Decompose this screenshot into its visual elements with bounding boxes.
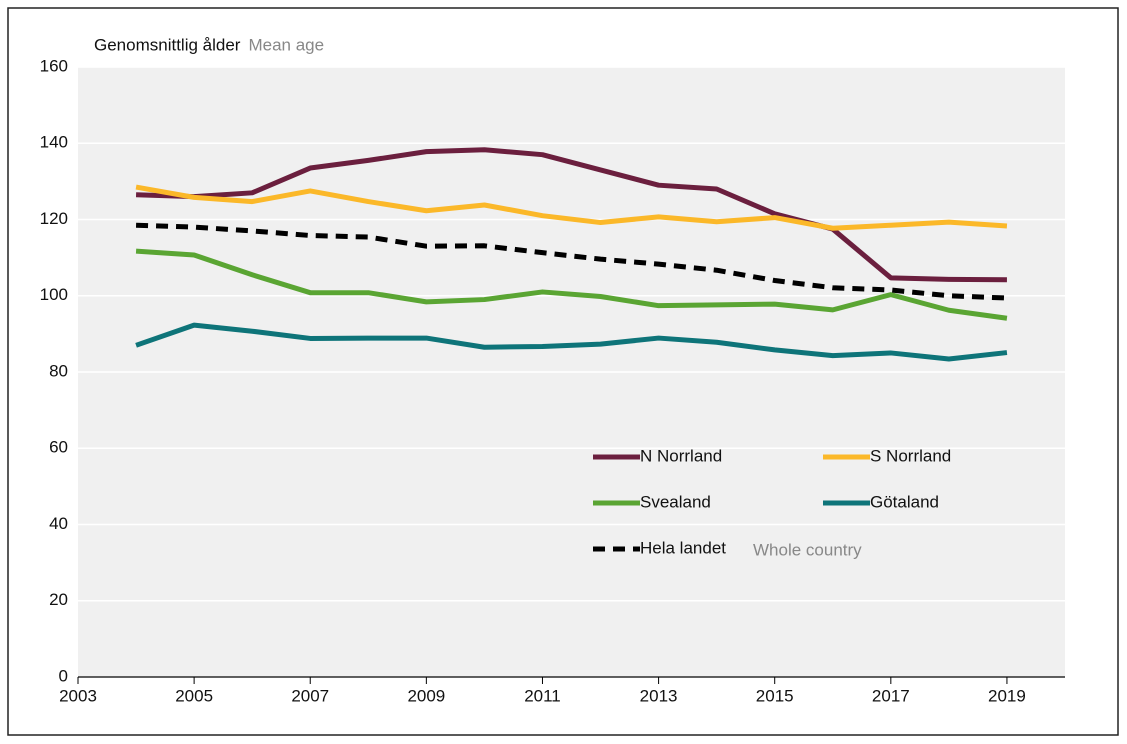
x-tick-label: 2003 — [59, 686, 97, 705]
y-axis-label-secondary: Mean age — [248, 35, 324, 54]
legend-label: N Norrland — [640, 446, 722, 465]
y-tick-label: 0 — [59, 666, 68, 685]
series-line — [135, 184, 1008, 231]
y-tick-label: 140 — [40, 133, 68, 152]
series-line — [135, 147, 1007, 283]
series-line — [135, 322, 1008, 362]
y-tick-label: 20 — [49, 590, 68, 609]
x-tick-label: 2009 — [407, 686, 445, 705]
legend-annotation: Whole country — [753, 540, 862, 559]
x-tick-label: 2015 — [756, 686, 794, 705]
y-tick-label: 100 — [40, 285, 68, 304]
y-tick-label: 60 — [49, 438, 68, 457]
x-tick-label: 2013 — [640, 686, 678, 705]
x-tick-label: 2007 — [291, 686, 329, 705]
x-tick-label: 2005 — [175, 686, 213, 705]
x-tick-label: 2019 — [988, 686, 1026, 705]
legend-label: Svealand — [640, 492, 711, 511]
y-tick-label: 40 — [49, 514, 68, 533]
legend-label: Götaland — [870, 492, 939, 511]
x-tick-label: 2011 — [524, 686, 561, 705]
x-tick-label: 2017 — [872, 686, 910, 705]
legend-label: S Norrland — [870, 446, 951, 465]
y-tick-label: 80 — [49, 361, 68, 380]
series-line — [135, 248, 1008, 321]
y-tick-label: 160 — [40, 56, 68, 75]
y-tick-label: 120 — [40, 209, 68, 228]
legend-label: Hela landet — [640, 538, 726, 557]
series-line — [135, 222, 1008, 301]
y-axis-label: Genomsnittlig ålder — [94, 35, 241, 54]
